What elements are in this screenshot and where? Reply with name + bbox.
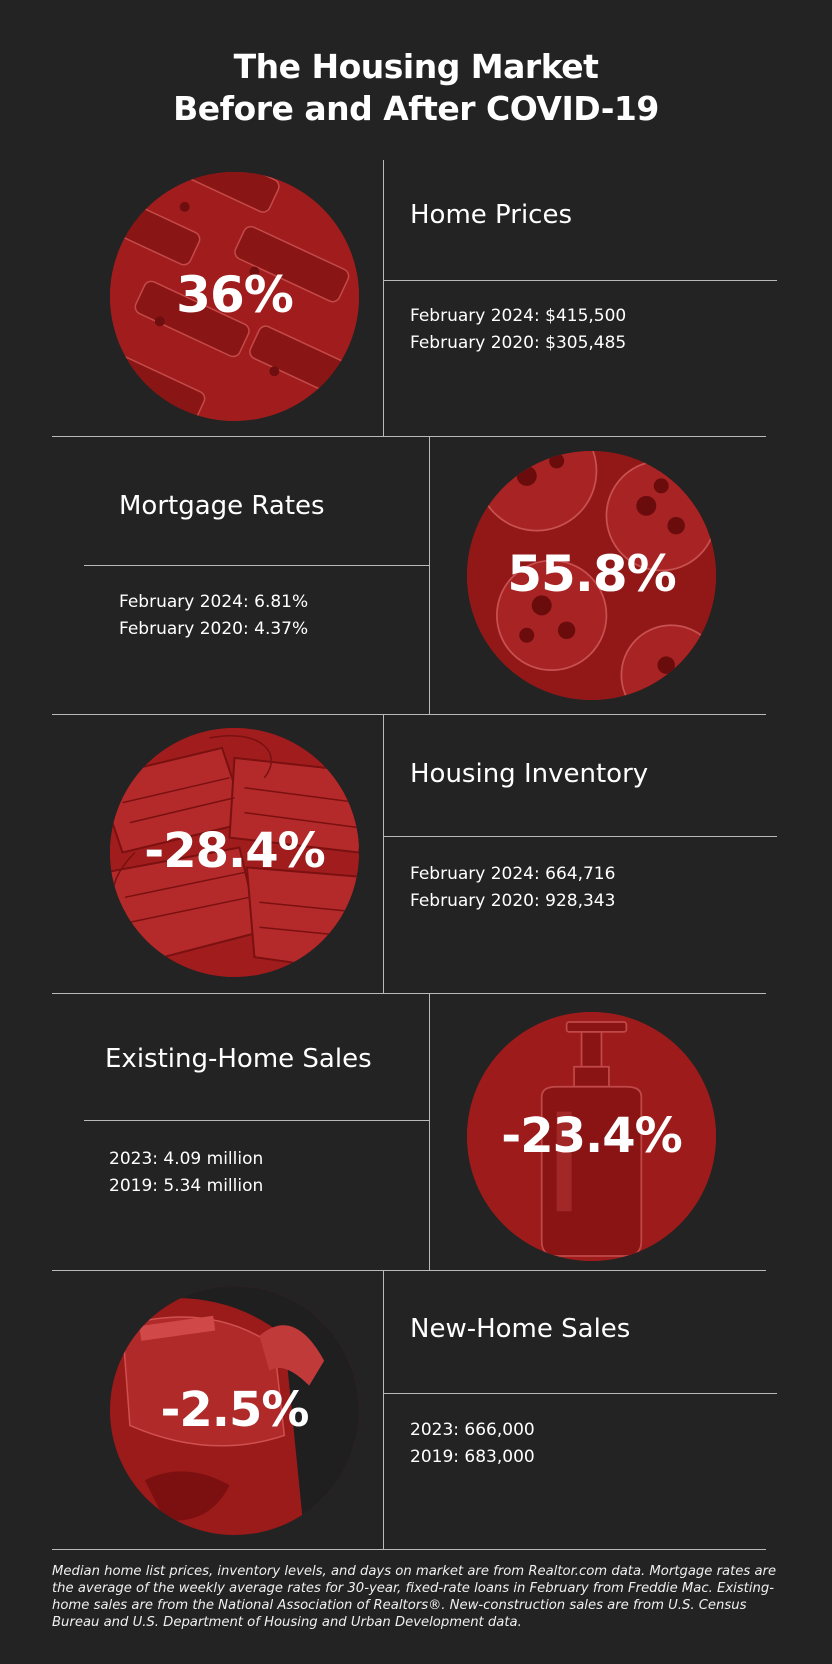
title-line-1: The Housing Market bbox=[233, 47, 599, 86]
divider-row-4 bbox=[52, 1270, 766, 1271]
divider-row-5 bbox=[52, 1549, 766, 1550]
new-home-sales-stats: 2023: 666,000 2019: 683,000 bbox=[410, 1417, 535, 1471]
mortgage-rates-stat-2020: February 2020: 4.37% bbox=[119, 619, 309, 639]
test-kit-texture-icon bbox=[110, 172, 359, 421]
existing-home-sales-circle: -23.4% bbox=[467, 1012, 716, 1261]
new-home-sales-heading: New-Home Sales bbox=[410, 1314, 631, 1344]
existing-home-sales-heading: Existing-Home Sales bbox=[105, 1044, 372, 1074]
existing-home-sales-stat-2023: 2023: 4.09 million bbox=[109, 1149, 264, 1169]
divider-col-4 bbox=[429, 993, 430, 1270]
mortgage-rates-circle: 55.8% bbox=[467, 451, 716, 700]
heading-underline-4 bbox=[84, 1120, 429, 1121]
divider-row-1 bbox=[52, 436, 766, 437]
heading-underline-5 bbox=[383, 1393, 777, 1394]
divider-col-1 bbox=[383, 160, 384, 436]
mortgage-rates-stats: February 2024: 6.81% February 2020: 4.37… bbox=[119, 589, 308, 643]
face-mask-texture-icon bbox=[110, 728, 359, 977]
new-home-sales-circle: -2.5% bbox=[110, 1286, 359, 1535]
heading-underline-1 bbox=[383, 280, 777, 281]
existing-home-sales-stats: 2023: 4.09 million 2019: 5.34 million bbox=[109, 1146, 263, 1200]
divider-row-3 bbox=[52, 993, 766, 994]
home-prices-circle: 36% bbox=[110, 172, 359, 421]
infographic-title: The Housing Market Before and After COVI… bbox=[0, 46, 832, 130]
home-prices-percent: 36% bbox=[176, 266, 294, 324]
virus-petri-dish-texture-icon bbox=[467, 451, 716, 700]
divider-col-3 bbox=[383, 714, 384, 993]
divider-row-2 bbox=[52, 714, 766, 715]
existing-home-sales-percent: -23.4% bbox=[501, 1108, 682, 1164]
home-prices-stats: February 2024: $415,500 February 2020: $… bbox=[410, 303, 626, 357]
mortgage-rates-heading: Mortgage Rates bbox=[119, 491, 325, 521]
housing-inventory-circle: -28.4% bbox=[110, 728, 359, 977]
home-prices-heading: Home Prices bbox=[410, 200, 573, 230]
face-shield-worker-texture-icon bbox=[110, 1286, 359, 1535]
existing-home-sales-stat-2019: 2019: 5.34 million bbox=[109, 1176, 264, 1196]
mortgage-rates-percent: 55.8% bbox=[507, 545, 676, 603]
housing-inventory-heading: Housing Inventory bbox=[410, 759, 649, 789]
mortgage-rates-stat-2024: February 2024: 6.81% bbox=[119, 592, 309, 612]
divider-col-5 bbox=[383, 1270, 384, 1549]
new-home-sales-percent: -2.5% bbox=[160, 1382, 309, 1438]
new-home-sales-stat-2019: 2019: 683,000 bbox=[410, 1447, 535, 1467]
home-prices-stat-2024: February 2024: $415,500 bbox=[410, 306, 627, 326]
housing-inventory-stat-2024: February 2024: 664,716 bbox=[410, 864, 616, 884]
home-prices-stat-2020: February 2020: $305,485 bbox=[410, 333, 627, 353]
housing-inventory-percent: -28.4% bbox=[144, 823, 325, 879]
divider-col-2 bbox=[429, 436, 430, 714]
title-line-2: Before and After COVID-19 bbox=[173, 89, 659, 128]
housing-inventory-stats: February 2024: 664,716 February 2020: 92… bbox=[410, 861, 615, 915]
source-footnote: Median home list prices, inventory level… bbox=[52, 1564, 777, 1630]
housing-inventory-stat-2020: February 2020: 928,343 bbox=[410, 891, 616, 911]
new-home-sales-stat-2023: 2023: 666,000 bbox=[410, 1420, 535, 1440]
heading-underline-2 bbox=[84, 565, 429, 566]
heading-underline-3 bbox=[383, 836, 777, 837]
sanitizer-bottle-texture-icon bbox=[467, 1012, 716, 1261]
